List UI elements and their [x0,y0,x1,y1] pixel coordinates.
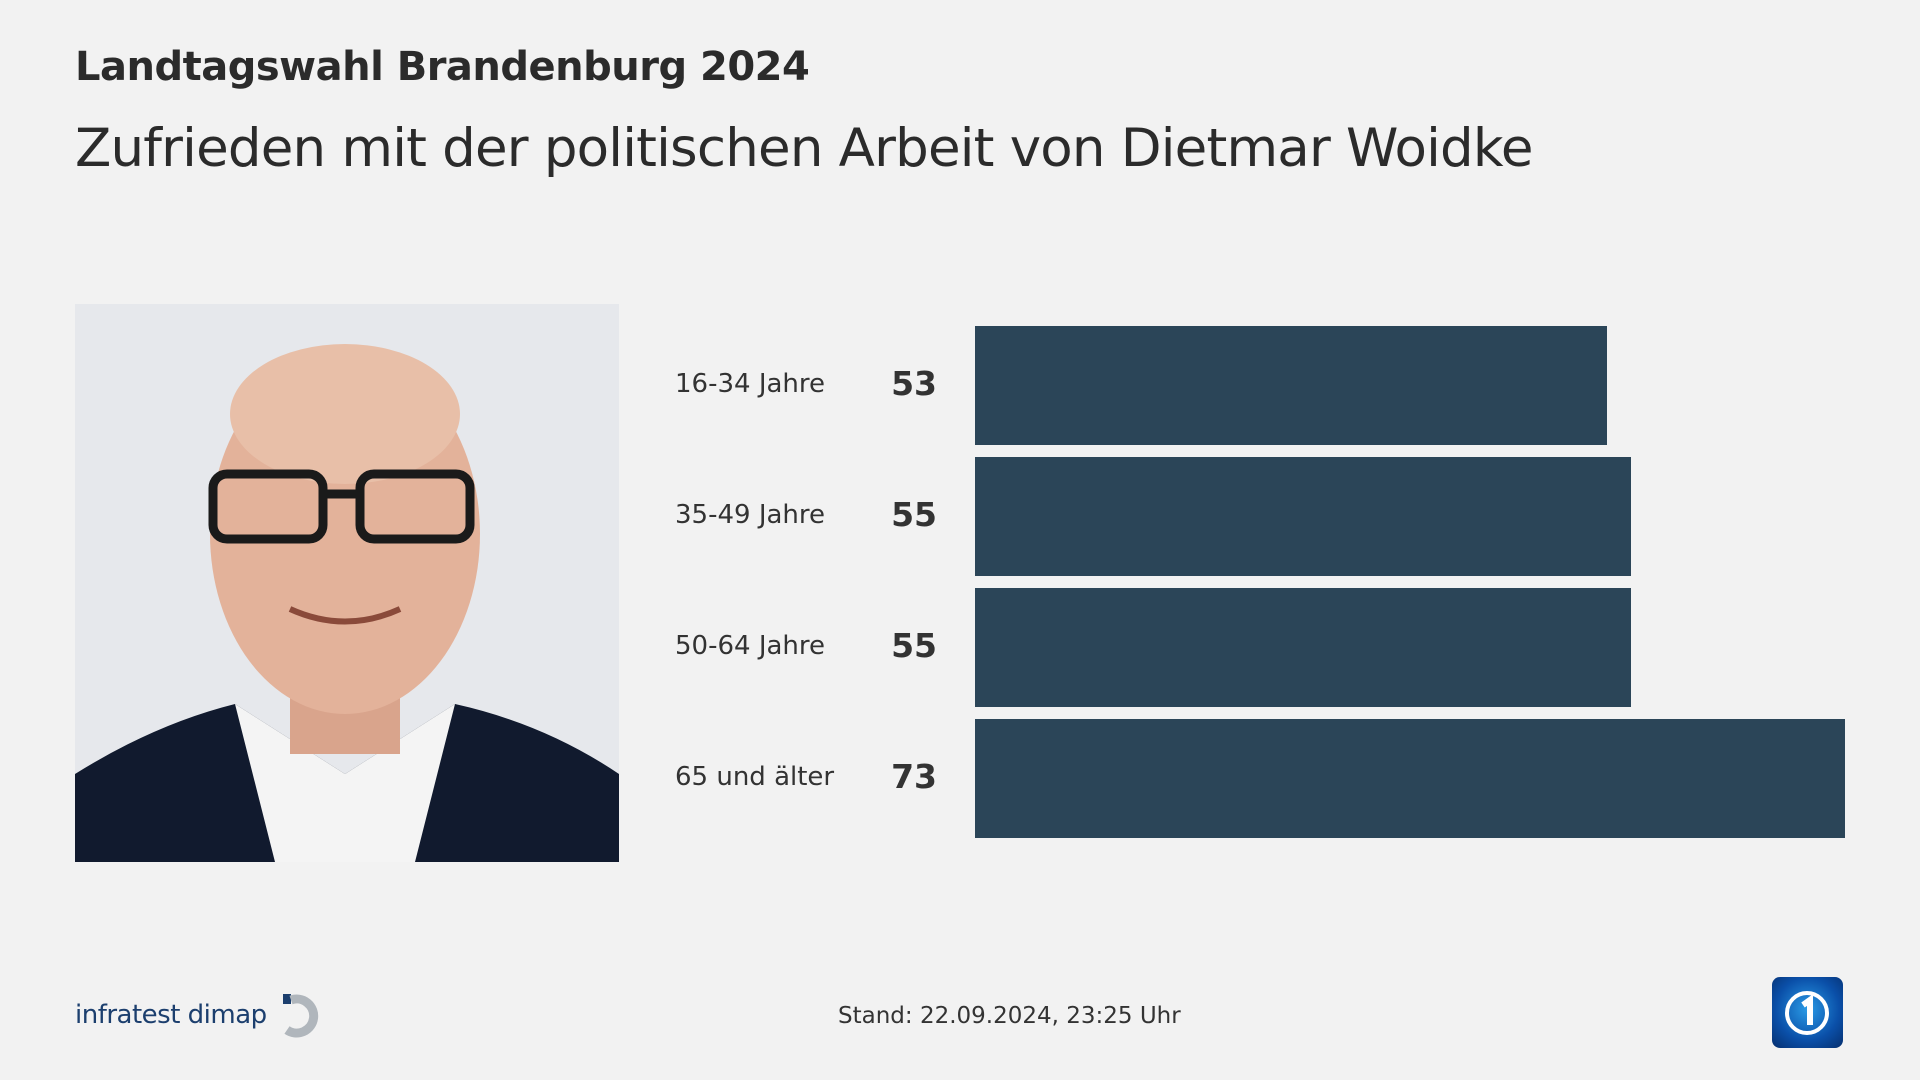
source-label: infratest dimap [75,1000,267,1030]
timestamp: Stand: 22.09.2024, 23:25 Uhr [838,1003,1181,1029]
value-label: 73 [891,756,937,796]
value-label: 55 [891,625,937,665]
category-label: 16-34 Jahre [675,368,826,399]
infratest-dimap-logo: infratest dimap [75,992,325,1038]
bar [975,457,1631,576]
value-label: 53 [891,363,937,403]
portrait-photo [75,304,619,862]
category-label: 65 und älter [675,761,835,792]
bar [975,326,1607,445]
category-label: 35-49 Jahre [675,499,826,530]
bar [975,588,1631,707]
chart-subtitle: Zufrieden mit der politischen Arbeit von… [75,118,1534,179]
infratest-logo-icon [282,994,318,1038]
ard-logo [1772,977,1843,1048]
chart-title: Landtagswahl Brandenburg 2024 [75,44,810,90]
category-label: 50-64 Jahre [675,630,826,661]
value-label: 55 [891,494,937,534]
bar [975,719,1846,838]
ard-one-icon [1785,991,1829,1035]
